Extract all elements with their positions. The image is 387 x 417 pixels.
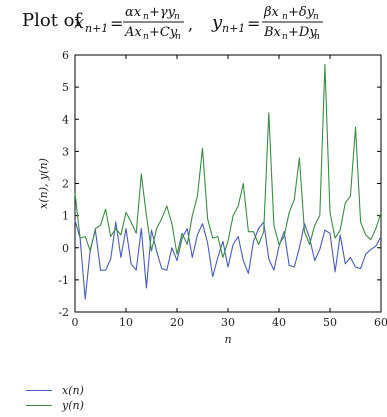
y-tick-label: -2: [58, 306, 69, 319]
eq1-denominator-a: Ax: [124, 25, 142, 40]
eq1-denominator-b: +Cy: [149, 25, 178, 40]
eq2-den-sub-1: n: [282, 32, 288, 42]
plot-frame: [74, 54, 382, 313]
eq1-lhs-sub: n+1: [85, 22, 108, 35]
eq2-denominator-a: Bx: [263, 25, 282, 40]
x-tick-label: 30: [221, 316, 235, 329]
x-tick-label: 40: [272, 316, 286, 329]
eq2-denominator-b: +Dy: [288, 25, 317, 40]
eq1-equals: =: [110, 14, 123, 33]
eq1-den-sub-1: n: [143, 32, 149, 42]
y-tick-label: 3: [62, 145, 69, 158]
eq1-lhs: x: [74, 12, 84, 33]
eq2-numerator-b: +δy: [288, 5, 315, 20]
legend-swatch-x: [26, 390, 52, 391]
title-separator: ,: [188, 15, 193, 34]
eq1-num-sub-1: n: [143, 12, 149, 22]
legend-swatch-y: [26, 405, 52, 406]
legend-item-x: x(n): [26, 383, 84, 398]
eq2-equals: =: [247, 14, 260, 33]
legend: x(n) y(n): [26, 383, 84, 413]
y-tick-label: 4: [62, 113, 69, 126]
x-tick-label: 60: [374, 316, 387, 329]
series-line-x: [74, 220, 382, 300]
legend-label-y: y(n): [62, 399, 84, 412]
y-axis-label: x(n), y(n): [37, 158, 50, 209]
x-tick-label: 0: [72, 316, 79, 329]
x-tick-label: 50: [323, 316, 337, 329]
eq2-lhs: y: [211, 12, 223, 33]
legend-item-y: y(n): [26, 398, 84, 413]
x-axis-label: n: [224, 333, 231, 346]
eq1-den-sub-2: n: [175, 32, 181, 42]
y-tick-label: 2: [62, 178, 69, 191]
eq1-numerator-b: +γy: [149, 5, 176, 20]
x-tick-label: 20: [170, 316, 184, 329]
chart-title: Plot of x n+1 = αx n +γy n Ax n +Cy n, y n+1 = βx n +δy n…: [22, 5, 323, 42]
title-prefix: Plot of: [22, 10, 82, 31]
eq2-numerator-a: βx: [263, 5, 280, 20]
y-tick-label: 5: [62, 81, 69, 94]
y-tick-label: -1: [58, 274, 69, 287]
y-tick-label: 1: [62, 210, 69, 223]
legend-label-x: x(n): [62, 384, 84, 397]
eq2-num-sub-1: n: [282, 12, 288, 22]
eq2-num-sub-2: n: [313, 12, 319, 22]
y-tick-label: 0: [62, 242, 69, 255]
y-tick-label: 6: [62, 49, 69, 62]
eq2-lhs-sub: n+1: [222, 22, 245, 35]
series-line-y: [74, 64, 382, 258]
eq1-num-sub-2: n: [174, 12, 180, 22]
x-tick-label: 10: [119, 316, 133, 329]
eq2-den-sub-2: n: [314, 32, 320, 42]
eq1-numerator-a: αx: [125, 5, 142, 20]
